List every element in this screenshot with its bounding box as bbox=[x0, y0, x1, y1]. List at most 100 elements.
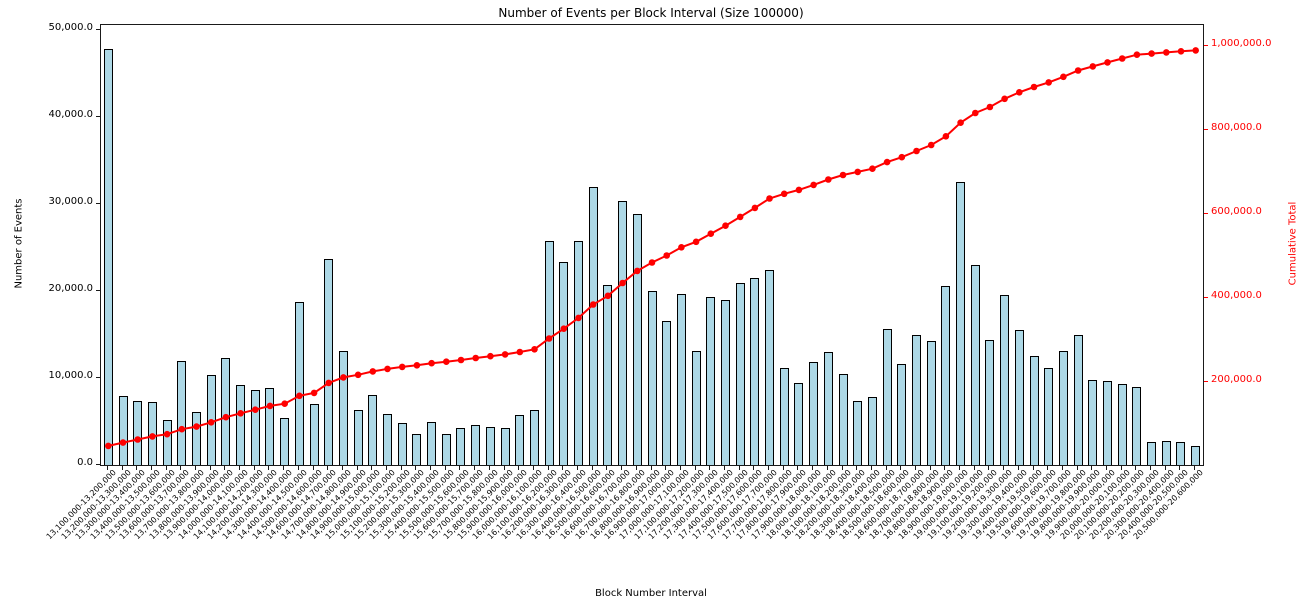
x-tick-mark bbox=[209, 466, 211, 470]
cumulative-point bbox=[854, 168, 861, 176]
bar bbox=[1014, 330, 1024, 465]
cumulative-line bbox=[108, 49, 1196, 447]
bar bbox=[970, 264, 980, 465]
cumulative-point bbox=[193, 423, 200, 430]
bar bbox=[1176, 442, 1186, 465]
bar bbox=[338, 351, 348, 465]
cumulative-point bbox=[560, 325, 568, 333]
x-tick-mark bbox=[297, 466, 299, 470]
cumulative-point bbox=[589, 301, 597, 308]
x-tick-mark bbox=[709, 466, 711, 470]
bar bbox=[397, 423, 407, 465]
x-tick-mark bbox=[650, 466, 652, 470]
bar bbox=[779, 368, 789, 465]
bar bbox=[765, 270, 775, 465]
x-tick-mark bbox=[371, 466, 373, 470]
x-tick-mark bbox=[459, 466, 461, 470]
x-tick-mark bbox=[1179, 466, 1181, 470]
bar bbox=[867, 397, 877, 465]
cumulative-point bbox=[545, 335, 553, 342]
cumulative-point bbox=[942, 133, 950, 140]
x-tick-mark bbox=[782, 466, 784, 470]
x-tick-mark bbox=[841, 466, 843, 470]
cumulative-point bbox=[340, 374, 347, 381]
cumulative-point bbox=[413, 362, 421, 369]
bar bbox=[926, 340, 936, 465]
bar bbox=[441, 433, 451, 465]
cumulative-point bbox=[707, 230, 715, 237]
bar bbox=[956, 182, 966, 465]
cumulative-point bbox=[751, 204, 759, 212]
bar bbox=[1073, 334, 1083, 465]
bar bbox=[720, 299, 730, 465]
x-tick-mark bbox=[812, 466, 814, 470]
y-tick-mark-left bbox=[96, 115, 100, 117]
x-tick-mark bbox=[1003, 466, 1005, 470]
bar bbox=[1117, 384, 1127, 465]
cumulative-line-svg bbox=[105, 47, 1199, 450]
y-tick-label-right: 1,000,000.0 bbox=[1211, 38, 1272, 49]
bar bbox=[1058, 351, 1068, 465]
cumulative-point bbox=[780, 190, 788, 198]
bar bbox=[529, 410, 539, 465]
y-tick-label-right: 600,000.0 bbox=[1211, 206, 1262, 217]
bar bbox=[911, 335, 921, 465]
cumulative-point bbox=[766, 195, 773, 202]
y-tick-mark-right bbox=[1204, 296, 1208, 298]
y-tick-mark-left bbox=[96, 463, 100, 465]
x-tick-mark bbox=[1164, 466, 1166, 470]
x-tick-mark bbox=[518, 466, 520, 470]
cumulative-point bbox=[1133, 51, 1141, 58]
cumulative-point bbox=[1060, 73, 1067, 81]
cumulative-point bbox=[972, 109, 979, 117]
x-tick-mark bbox=[400, 466, 402, 470]
y-tick-mark-left bbox=[96, 376, 100, 378]
x-tick-mark bbox=[768, 466, 770, 470]
x-tick-mark bbox=[341, 466, 343, 470]
cumulative-point bbox=[825, 176, 832, 183]
cumulative-point bbox=[237, 410, 244, 417]
y-tick-mark-left bbox=[96, 28, 100, 30]
chart-title: Number of Events per Block Interval (Siz… bbox=[498, 6, 804, 20]
x-tick-mark bbox=[635, 466, 637, 470]
cumulative-point bbox=[531, 346, 538, 353]
bar bbox=[1088, 379, 1098, 465]
x-tick-mark bbox=[195, 466, 196, 470]
x-tick-mark bbox=[1105, 466, 1107, 470]
cumulative-point bbox=[1177, 48, 1185, 55]
x-tick-mark bbox=[253, 466, 255, 470]
x-tick-mark bbox=[577, 466, 579, 470]
bar bbox=[941, 285, 951, 465]
bar bbox=[662, 320, 672, 465]
bar bbox=[603, 284, 613, 465]
x-tick-mark bbox=[1135, 466, 1137, 470]
x-tick-mark bbox=[268, 466, 270, 470]
x-tick-mark bbox=[944, 466, 946, 470]
bar bbox=[897, 364, 907, 465]
bar bbox=[1102, 381, 1112, 465]
bar bbox=[485, 426, 495, 465]
bar bbox=[133, 400, 143, 465]
cumulative-point bbox=[266, 402, 274, 410]
bar bbox=[1191, 445, 1201, 465]
cumulative-point bbox=[957, 119, 964, 126]
bar bbox=[103, 49, 113, 465]
cumulative-point bbox=[325, 379, 332, 387]
cumulative-point bbox=[634, 267, 641, 275]
bar bbox=[882, 329, 892, 465]
x-tick-mark bbox=[430, 466, 432, 470]
x-tick-mark bbox=[959, 466, 961, 470]
x-tick-mark bbox=[224, 466, 226, 470]
x-tick-mark bbox=[1017, 466, 1019, 470]
cumulative-point bbox=[178, 425, 186, 433]
bar bbox=[1132, 386, 1142, 465]
cumulative-point bbox=[472, 354, 480, 362]
bar bbox=[368, 394, 378, 465]
bar bbox=[794, 383, 804, 465]
cumulative-point bbox=[296, 392, 303, 400]
bar bbox=[383, 413, 393, 465]
x-tick-mark bbox=[723, 466, 725, 470]
cumulative-point bbox=[222, 413, 230, 421]
bar bbox=[1029, 356, 1039, 465]
bar bbox=[1161, 440, 1171, 465]
